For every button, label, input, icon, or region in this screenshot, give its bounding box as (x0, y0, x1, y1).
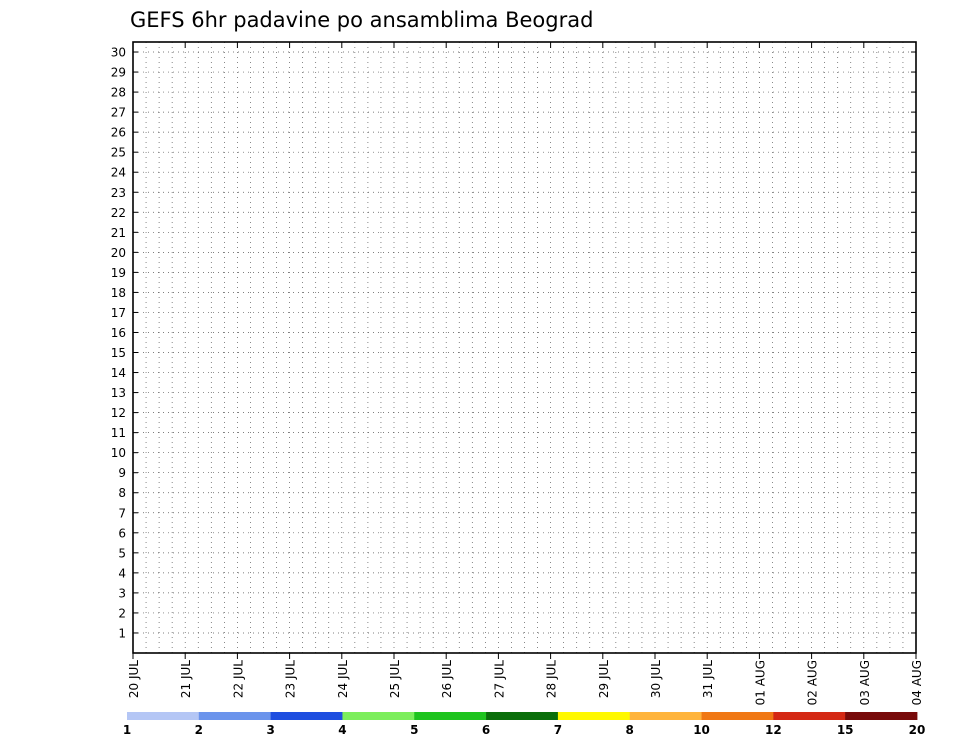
x-tick-label: 26 JUL (440, 660, 454, 698)
colorbar-segment (629, 712, 702, 720)
y-tick-label: 6 (118, 526, 126, 540)
colorbar-tick-label: 2 (195, 723, 203, 737)
x-tick-label: 23 JUL (284, 660, 298, 698)
y-tick-label: 30 (111, 46, 126, 60)
y-tick-label: 23 (111, 186, 126, 200)
colorbar-tick-labels: 1 2 3 4 5 6 7 8 10 12 15 20 (123, 723, 926, 737)
y-tick-label: 22 (111, 206, 126, 220)
y-tick-label: 3 (118, 586, 126, 600)
y-tick-label: 16 (111, 326, 126, 340)
y-tick-label: 25 (111, 146, 126, 160)
y-tick-label: 20 (111, 246, 126, 260)
x-tick-label: 28 JUL (545, 660, 559, 698)
x-tick-label: 04 AUG (910, 660, 924, 705)
y-tick-labels: 1234567891011121314151617181920212223242… (111, 46, 126, 641)
grid-lines (133, 42, 916, 653)
x-tick-label: 24 JUL (336, 660, 350, 698)
y-tick-label: 2 (118, 606, 126, 620)
x-tick-label: 27 JUL (492, 660, 506, 698)
colorbar-tick-label: 12 (765, 723, 782, 737)
colorbar-tick-label: 5 (410, 723, 418, 737)
y-tick-label: 13 (111, 386, 126, 400)
y-tick-label: 28 (111, 86, 126, 100)
colorbar-tick-label: 4 (338, 723, 346, 737)
x-tick-label: 29 JUL (597, 660, 611, 698)
colorbar-tick-label: 1 (123, 723, 131, 737)
colorbar-segment (342, 712, 415, 720)
y-tick-label: 8 (118, 486, 126, 500)
y-tick-label: 24 (111, 166, 126, 180)
colorbar-tick-label: 10 (693, 723, 710, 737)
y-tick-label: 12 (111, 406, 126, 420)
colorbar-segment (414, 712, 487, 720)
chart-title: GEFS 6hr padavine po ansamblima Beograd (130, 8, 593, 32)
colorbar-segment (127, 712, 200, 720)
x-tick-labels: 20 JUL 21 JUL 22 JUL 23 JUL 24 JUL 25 JUL 26 J… (127, 660, 924, 706)
colorbar-segment (486, 712, 559, 720)
y-tick-label: 4 (118, 566, 126, 580)
plot-frame (132, 41, 917, 654)
x-tick-label: 02 AUG (806, 660, 820, 705)
colorbar-tick-label: 7 (554, 723, 562, 737)
y-tick-label: 18 (111, 286, 126, 300)
y-tick-label: 9 (118, 466, 126, 480)
colorbar-segment (845, 712, 918, 720)
y-tick-label: 14 (111, 366, 126, 380)
x-tick-label: 03 AUG (858, 660, 872, 705)
colorbar-segment (773, 712, 846, 720)
y-tick-label: 19 (111, 266, 126, 280)
colorbar-segment (701, 712, 774, 720)
colorbar (127, 712, 918, 720)
colorbar-tick-label: 8 (626, 723, 634, 737)
y-tick-label: 17 (111, 306, 126, 320)
y-tick-label: 5 (118, 546, 126, 560)
y-tick-label: 29 (111, 66, 126, 80)
y-tick-label: 11 (111, 426, 126, 440)
colorbar-segment (198, 712, 272, 720)
y-tick-label: 1 (118, 626, 126, 640)
colorbar-tick-label: 6 (482, 723, 490, 737)
colorbar-tick-label: 15 (837, 723, 854, 737)
colorbar-tick-label: 20 (909, 723, 926, 737)
x-tick-label: 31 JUL (701, 660, 715, 698)
colorbar-segment (270, 712, 343, 720)
x-tick-label: 21 JUL (179, 660, 193, 698)
x-tick-label: 01 AUG (753, 660, 767, 705)
x-tick-label: 22 JUL (231, 660, 245, 698)
x-tick-label: 25 JUL (388, 660, 402, 698)
colorbar-tick-label: 3 (266, 723, 274, 737)
x-tick-label: 30 JUL (649, 660, 663, 698)
y-tick-label: 10 (111, 446, 126, 460)
y-tick-label: 27 (111, 106, 126, 120)
x-tick-label: 20 JUL (127, 660, 141, 698)
axis-ticks (132, 42, 917, 659)
y-tick-label: 7 (118, 506, 126, 520)
y-tick-label: 15 (111, 346, 126, 360)
colorbar-segment (557, 712, 631, 720)
y-tick-label: 26 (111, 126, 126, 140)
y-tick-label: 21 (111, 226, 126, 240)
